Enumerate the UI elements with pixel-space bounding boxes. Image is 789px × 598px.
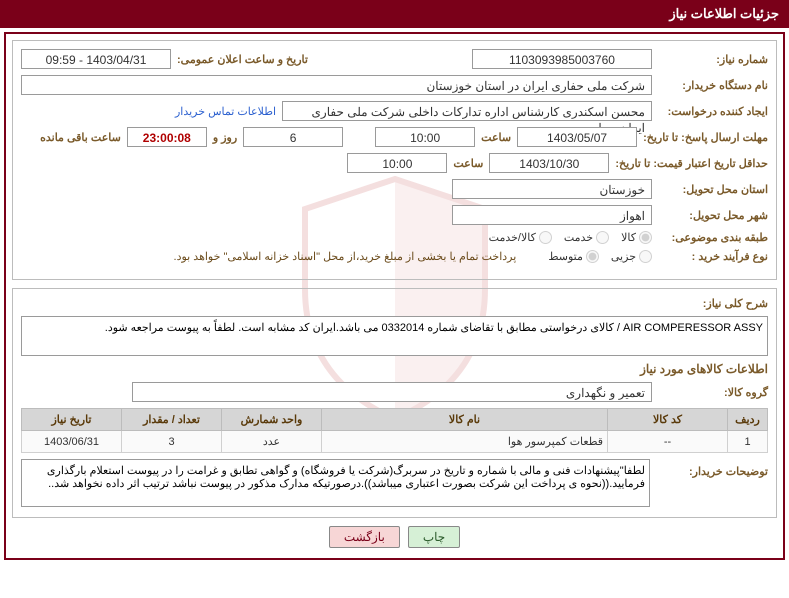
panel-title: جزئیات اطلاعات نیاز	[0, 0, 789, 28]
print-button[interactable]: چاپ	[408, 526, 460, 548]
value-need-no: 1103093985003760	[472, 49, 652, 69]
overall-desc-text	[21, 316, 768, 356]
table-cell: قطعات کمپرسور هوا	[322, 431, 608, 453]
table-cell: 3	[122, 431, 222, 453]
label-buyer-remarks: توضیحات خریدار:	[658, 459, 768, 478]
value-city: اهواز	[452, 205, 652, 225]
table-cell: --	[608, 431, 728, 453]
table-cell: 1403/06/31	[22, 431, 122, 453]
label-need-no: شماره نیاز:	[658, 53, 768, 66]
radio-label-goods: کالا	[621, 231, 636, 244]
back-button[interactable]: بازگشت	[329, 526, 400, 548]
goods-table: ردیفکد کالانام کالاواحد شمارشتعداد / مقد…	[21, 408, 768, 453]
buyer-remarks-text	[21, 459, 650, 507]
radio-label-partial: جزیی	[611, 250, 636, 263]
value-buyer-org: شرکت ملی حفاری ایران در استان خوزستان	[21, 75, 652, 95]
value-reply-time: 10:00	[375, 127, 475, 147]
radio-label-goods_service: کالا/خدمت	[489, 231, 536, 244]
purchase-type-radios: جزیی متوسط	[548, 250, 652, 263]
label-time-1: ساعت	[481, 131, 511, 144]
value-goods-group: تعمیر و نگهداری	[132, 382, 652, 402]
value-validity-date: 1403/10/30	[489, 153, 609, 173]
table-row: 1--قطعات کمپرسور هواعدد31403/06/31	[22, 431, 768, 453]
table-cell: 1	[728, 431, 768, 453]
button-row: چاپ بازگشت	[12, 526, 777, 548]
label-price-validity: حداقل تاریخ اعتبار قیمت: تا تاریخ:	[615, 157, 768, 170]
label-announce-dt: تاریخ و ساعت اعلان عمومی:	[177, 53, 308, 66]
label-time-2: ساعت	[453, 157, 483, 170]
radio-goods[interactable]: کالا	[621, 231, 652, 244]
label-remaining: ساعت باقی مانده	[40, 131, 121, 144]
goods-info-title: اطلاعات کالاهای مورد نیاز	[21, 362, 768, 376]
label-requester: ایجاد کننده درخواست:	[658, 105, 768, 118]
table-header: نام کالا	[322, 409, 608, 431]
label-subject-class: طبقه بندی موضوعی:	[658, 231, 768, 244]
label-province: استان محل تحویل:	[658, 183, 768, 196]
radio-medium[interactable]: متوسط	[548, 250, 599, 263]
label-overall-desc: شرح کلی نیاز:	[658, 297, 768, 310]
radio-label-medium: متوسط	[548, 250, 583, 263]
value-province: خوزستان	[452, 179, 652, 199]
header-fieldset: شماره نیاز: 1103093985003760 تاریخ و ساع…	[12, 40, 777, 280]
value-countdown: 23:00:08	[127, 127, 207, 147]
radio-partial[interactable]: جزیی	[611, 250, 652, 263]
payment-note: پرداخت تمام یا بخشی از مبلغ خرید،از محل …	[174, 250, 517, 263]
value-announce-dt: 1403/04/31 - 09:59	[21, 49, 171, 69]
table-header: واحد شمارش	[222, 409, 322, 431]
value-validity-time: 10:00	[347, 153, 447, 173]
subject-class-radios: کالا خدمت کالا/خدمت	[489, 231, 652, 244]
value-requester: محسن اسکندری کارشناس اداره تدارکات داخلی…	[282, 101, 652, 121]
detail-fieldset: شرح کلی نیاز: اطلاعات کالاهای مورد نیاز …	[12, 288, 777, 518]
label-goods-group: گروه کالا:	[658, 386, 768, 399]
table-cell: عدد	[222, 431, 322, 453]
label-buyer-org: نام دستگاه خریدار:	[658, 79, 768, 92]
radio-label-service: خدمت	[564, 231, 593, 244]
radio-service[interactable]: خدمت	[564, 231, 609, 244]
table-header: ردیف	[728, 409, 768, 431]
radio-goods_service[interactable]: کالا/خدمت	[489, 231, 552, 244]
table-header: تعداد / مقدار	[122, 409, 222, 431]
label-purchase-type: نوع فرآیند خرید :	[658, 250, 768, 263]
table-header: کد کالا	[608, 409, 728, 431]
value-days-left: 6	[243, 127, 343, 147]
label-city: شهر محل تحویل:	[658, 209, 768, 222]
value-reply-date: 1403/05/07	[517, 127, 637, 147]
panel-body: شماره نیاز: 1103093985003760 تاریخ و ساع…	[4, 32, 785, 560]
buyer-contact-link[interactable]: اطلاعات تماس خریدار	[175, 105, 276, 118]
label-days-and: روز و	[213, 131, 237, 144]
table-header: تاریخ نیاز	[22, 409, 122, 431]
label-reply-deadline: مهلت ارسال پاسخ: تا تاریخ:	[643, 131, 768, 144]
